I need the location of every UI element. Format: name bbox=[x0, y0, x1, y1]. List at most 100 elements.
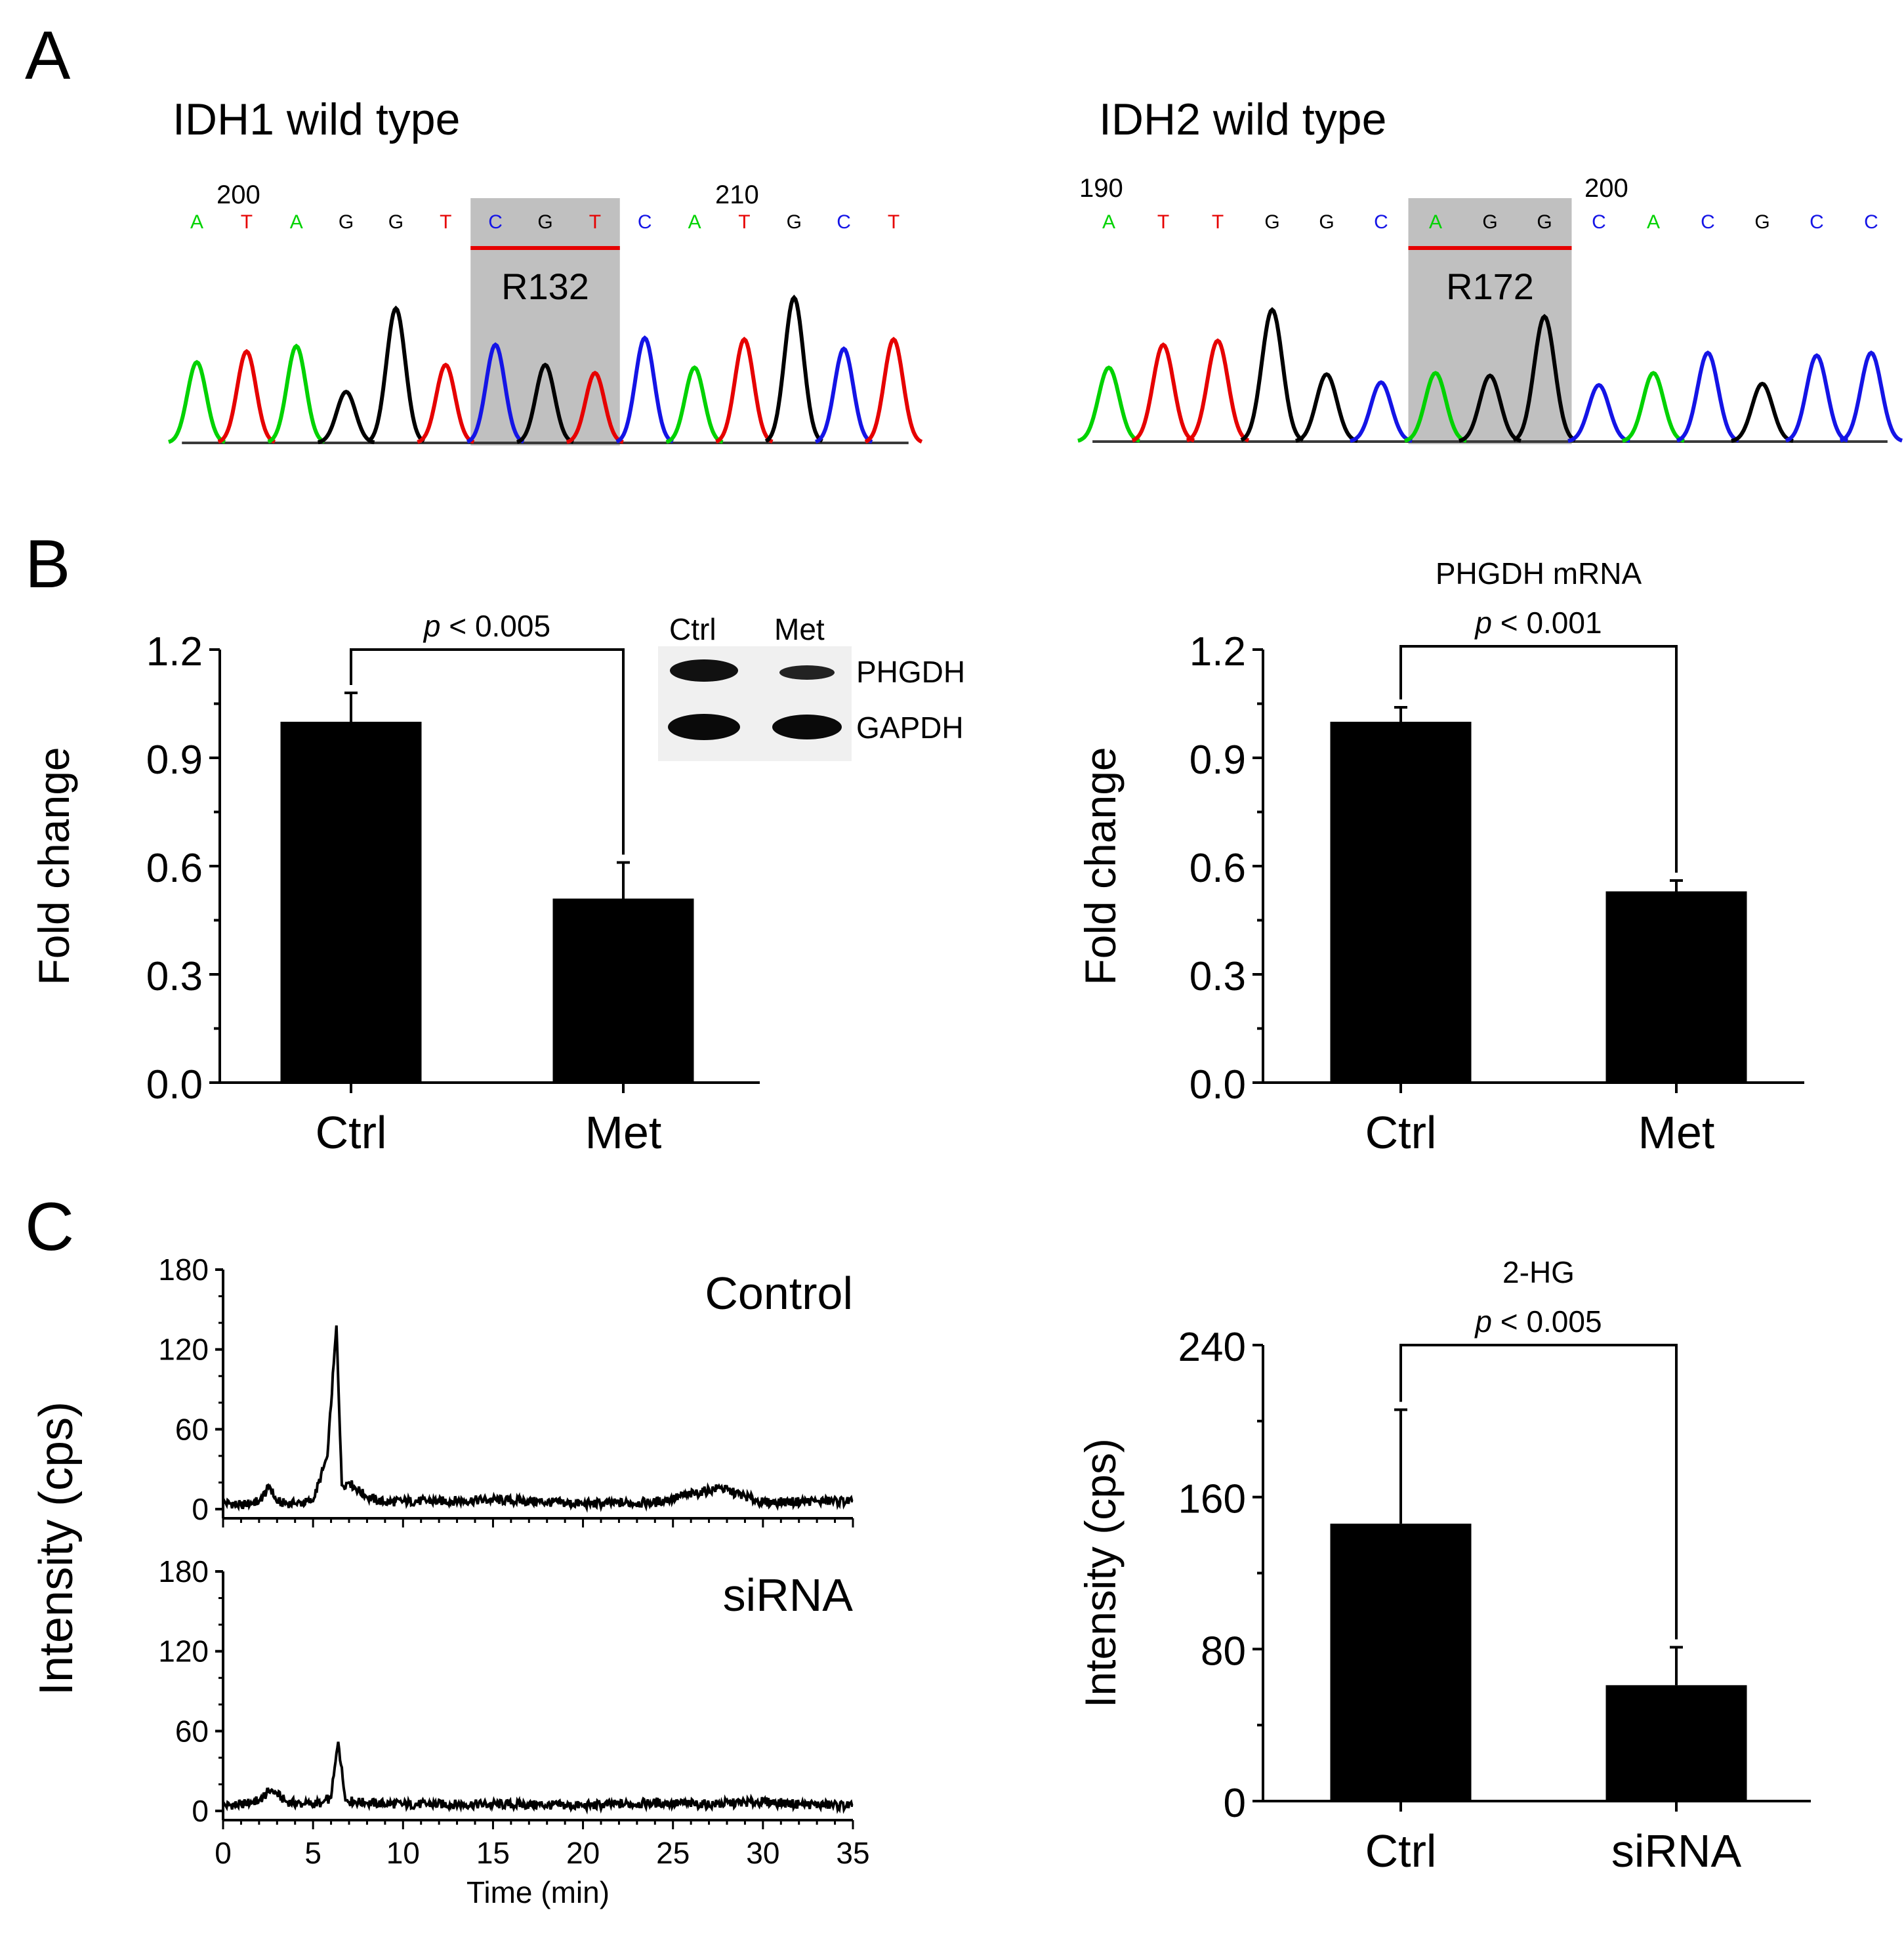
base-letter: C bbox=[1701, 211, 1715, 233]
y-tick-label: 80 bbox=[1201, 1629, 1246, 1674]
base-letter: C bbox=[488, 211, 503, 233]
y-tick-label: 0.3 bbox=[1190, 954, 1246, 999]
base-letter: C bbox=[1810, 211, 1824, 233]
trace-peak bbox=[1131, 342, 1195, 443]
base-letter: G bbox=[1754, 211, 1769, 233]
chromatogram-trace bbox=[222, 1325, 854, 1513]
base-letter: G bbox=[388, 211, 404, 233]
y-tick-label: 0.0 bbox=[146, 1062, 203, 1108]
y-tick-label: 180 bbox=[158, 1554, 209, 1589]
x-tick-label: Met bbox=[585, 1107, 662, 1158]
base-letter: A bbox=[688, 211, 701, 233]
base-letter: A bbox=[190, 211, 203, 233]
trace-peak bbox=[318, 389, 375, 445]
y-axis-label: Fold change bbox=[30, 747, 78, 985]
trace-peak bbox=[764, 294, 823, 444]
trace-peak bbox=[1240, 307, 1304, 442]
base-letter: C bbox=[638, 211, 652, 233]
idh2-position-200: 200 bbox=[1584, 174, 1628, 203]
idh1-title: IDH1 wild type bbox=[173, 94, 460, 144]
x-tick-label: 30 bbox=[746, 1836, 779, 1870]
significance-value: < 0.001 bbox=[1492, 606, 1602, 640]
chromatogram-sirna: 0 60 120 180 0 5 10 15 20 25 30 35 Time (min) siRNA In… bbox=[30, 1402, 870, 1909]
significance-p: p bbox=[1474, 606, 1492, 640]
y-tick-label: 180 bbox=[158, 1253, 209, 1287]
y-tick-label: 240 bbox=[1178, 1325, 1246, 1370]
bar bbox=[280, 722, 422, 1083]
x-tick-label: 15 bbox=[476, 1836, 510, 1870]
trace-peak bbox=[366, 305, 425, 444]
x-tick-label: 5 bbox=[304, 1836, 321, 1870]
base-letter: G bbox=[339, 211, 354, 233]
idh1-trace: R132 A T A G G T C G T C A T G C T bbox=[168, 198, 923, 446]
significance-p: p bbox=[423, 609, 441, 643]
significance-label: p < 0.005 bbox=[1474, 1304, 1602, 1339]
x-axis-label: Time (min) bbox=[466, 1875, 610, 1909]
trace-peak bbox=[1567, 383, 1630, 443]
y-axis-label: Fold change bbox=[1076, 747, 1125, 985]
bar-chart-phgdh-mrna: 0.0 0.3 0.6 0.9 1.2 Fold change Ctrl Met p < 0.0… bbox=[1076, 556, 1804, 1158]
base-letter: G bbox=[1482, 211, 1497, 233]
y-tick-label: 0.9 bbox=[1190, 737, 1246, 783]
idh2-position-190: 190 bbox=[1079, 174, 1123, 203]
chromatogram-control: 0 60 120 180 Control bbox=[158, 1253, 854, 1527]
trace-peak bbox=[1186, 338, 1250, 443]
x-tick-label: 0 bbox=[215, 1836, 232, 1870]
chromatogram-title: Control bbox=[705, 1268, 853, 1319]
trace-peak bbox=[864, 337, 923, 444]
y-tick-label: 0.6 bbox=[146, 846, 203, 891]
panel-label-a: A bbox=[25, 18, 71, 94]
y-tick-label: 0.3 bbox=[146, 954, 203, 999]
panel-label-b: B bbox=[25, 526, 70, 602]
panel-label-c: C bbox=[25, 1189, 74, 1265]
significance-bracket bbox=[1399, 645, 1678, 873]
base-letter: T bbox=[1212, 211, 1224, 233]
bar bbox=[1605, 891, 1747, 1083]
base-letter: G bbox=[537, 211, 552, 233]
bar bbox=[1330, 1524, 1472, 1801]
codon-label: R132 bbox=[501, 266, 589, 307]
base-letter: T bbox=[589, 211, 601, 233]
base-letter: A bbox=[290, 211, 303, 233]
bar bbox=[1605, 1685, 1747, 1801]
bar-chart-phgdh-protein: 0.0 0.3 0.6 0.9 1.2 Fold change Ctrl Met p < 0.0… bbox=[30, 609, 760, 1158]
x-tick-label: 10 bbox=[386, 1836, 420, 1870]
chromatogram-y-axis-label: Intensity (cps) bbox=[30, 1402, 83, 1695]
y-tick-label: 120 bbox=[158, 1634, 209, 1669]
idh2-trace: R172 A T T G G C A G G C A C G C C bbox=[1077, 198, 1903, 444]
trace-peak bbox=[168, 360, 226, 444]
y-tick-label: 0 bbox=[192, 1794, 209, 1828]
blot-band-label-phgdh: PHGDH bbox=[856, 655, 965, 689]
trace-peak bbox=[566, 370, 624, 444]
y-tick-label: 0.0 bbox=[1190, 1062, 1246, 1108]
trace-peak bbox=[1404, 371, 1467, 443]
base-letter: G bbox=[1319, 211, 1334, 233]
bar bbox=[552, 898, 694, 1083]
y-axis-label: Intensity (cps) bbox=[1076, 1438, 1125, 1708]
base-letter: C bbox=[837, 211, 851, 233]
significance-bracket bbox=[1399, 1344, 1678, 1640]
trace-peak bbox=[1459, 373, 1521, 443]
base-letter: G bbox=[1537, 211, 1552, 233]
x-tick-label: 35 bbox=[836, 1836, 869, 1870]
trace-peak bbox=[1350, 380, 1413, 443]
blot-lane-met: Met bbox=[774, 612, 825, 646]
y-tick-label: 60 bbox=[175, 1714, 209, 1748]
significance-value: < 0.005 bbox=[441, 609, 551, 643]
base-letter: G bbox=[1264, 211, 1279, 233]
y-tick-label: 1.2 bbox=[1190, 629, 1246, 675]
significance-label: p < 0.001 bbox=[1474, 606, 1602, 640]
trace-peak bbox=[1622, 371, 1685, 443]
trace-peak bbox=[1785, 353, 1849, 443]
trace-peak bbox=[1295, 372, 1358, 443]
chart-title: PHGDH mRNA bbox=[1436, 556, 1642, 591]
idh2-trace-panel: IDH2 wild type 190 200 R172 A T T G G C A G G C A C G… bbox=[1077, 94, 1903, 444]
trace-peak bbox=[1077, 365, 1140, 443]
highlight-box bbox=[1408, 198, 1572, 444]
x-tick-label: 25 bbox=[656, 1836, 690, 1870]
trace-peak bbox=[466, 342, 525, 444]
trace-peak bbox=[267, 343, 325, 444]
x-tick-label: Ctrl bbox=[316, 1107, 387, 1158]
base-letter: T bbox=[1157, 211, 1169, 233]
